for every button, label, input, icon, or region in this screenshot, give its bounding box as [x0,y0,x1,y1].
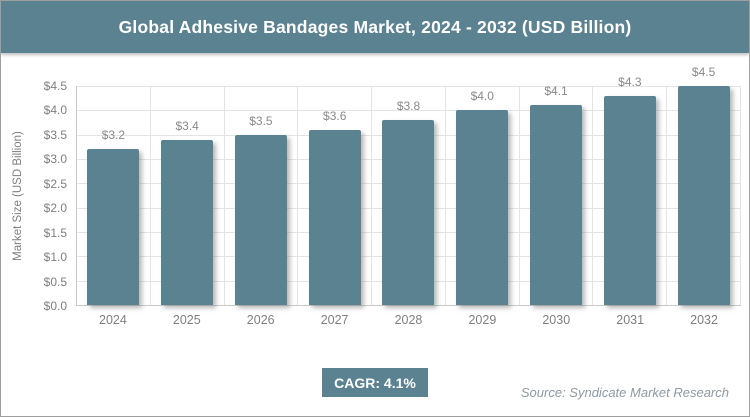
cagr-badge: CAGR: 4.1% [322,368,428,397]
source-attribution: Source: Syndicate Market Research [520,385,729,400]
bar-2027 [308,129,361,305]
bar-column-2026: $3.5 [225,86,299,305]
x-tick-label: 2027 [320,313,349,327]
x-tick-label: 2026 [246,313,275,327]
y-tick-label: $2.0 [43,201,67,216]
bar-value-label: $3.5 [249,113,273,128]
bar-2025 [161,139,214,305]
y-tick-label: $3.5 [43,127,67,142]
bar-value-label: $4.0 [470,89,494,104]
x-tick-label: 2028 [394,313,423,327]
bar-2030 [530,105,583,305]
y-tick-label: $1.0 [43,250,67,265]
bar-value-label: $4.3 [618,74,642,89]
x-tick-label: 2031 [616,313,645,327]
bar-column-2027: $3.6 [298,86,373,305]
chart-title: Global Adhesive Bandages Market, 2024 - … [118,16,632,37]
bar-value-label: $3.4 [175,118,199,133]
plot-area: $3.2 $3.4 $3.5 $3.6 $3.8 $4.0 $4.1 $4.3 $4.5 [76,65,741,306]
y-tick-label: $4.0 [43,103,67,118]
bar-value-label: $3.6 [323,108,347,123]
bar-value-label: $3.8 [396,99,421,114]
x-tick-label: 2030 [542,313,571,327]
bar-2026 [234,134,287,305]
x-tick-label: 2029 [468,313,497,327]
y-tick-label: $4.5 [43,79,67,93]
bar-column-2029: $4.0 [446,86,520,305]
bar-2032 [677,86,730,305]
y-tick-label: $0.0 [43,299,67,313]
y-tick-label: $0.5 [43,274,67,289]
y-axis-tick-labels: $0.0 $0.5 $1.0 $1.5 $2.0 $2.5 $3.0 $3.5 $4.0 $4.5 [1,79,67,313]
bar-2029 [456,110,509,305]
x-tick-label: 2024 [99,313,127,327]
bar-2028 [382,120,435,305]
cagr-label: CAGR: 4.1% [334,374,416,391]
gridline [77,110,741,112]
bar-value-label: $4.5 [691,65,716,79]
bar-column-2025: $3.4 [151,86,225,305]
bar-2031 [603,95,656,305]
bar-column-2031: $4.3 [593,75,668,305]
y-tick-label: $1.5 [43,225,67,240]
gridline [77,86,741,87]
x-axis-tick-labels: 2024 2025 2026 2027 2028 2029 2030 2031 2032 [76,313,741,333]
bar-column-2032: $4.5 [667,65,741,305]
y-tick-label: $2.5 [43,176,67,191]
x-tick-label: 2032 [690,313,718,327]
bar-column-2030: $4.1 [520,84,594,305]
y-tick-label: $3.0 [43,152,67,167]
bar-column-2024: $3.2 [77,86,151,305]
bar-2024 [87,149,140,305]
x-tick-label: 2025 [172,313,201,327]
chart-title-banner: Global Adhesive Bandages Market, 2024 - … [1,1,749,53]
bar-value-label: $3.2 [101,128,126,143]
bar-value-label: $4.1 [544,84,568,99]
bar-column-2028: $3.8 [372,86,446,305]
